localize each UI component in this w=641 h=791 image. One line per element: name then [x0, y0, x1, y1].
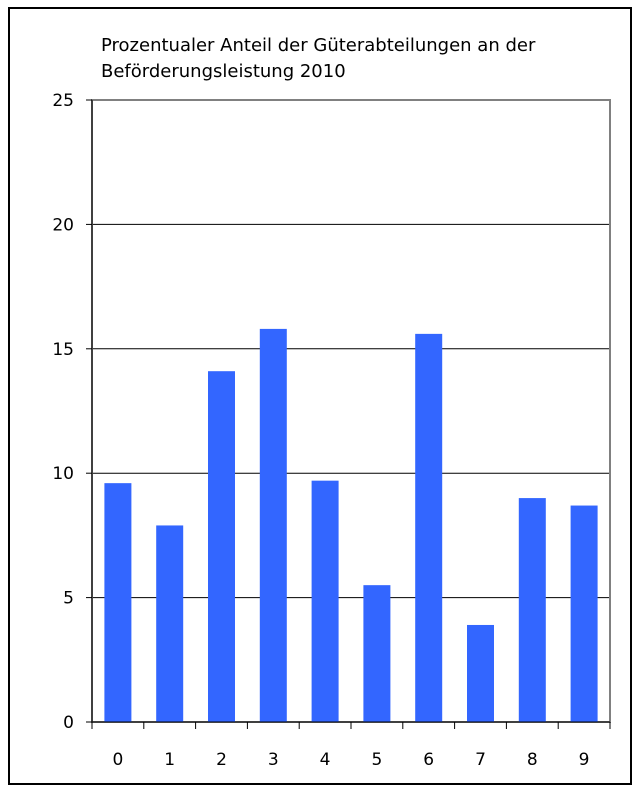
bar-0	[104, 483, 132, 722]
y-tick-label: 15	[52, 340, 74, 360]
bar-1	[156, 525, 184, 722]
bar-8	[518, 498, 546, 722]
x-tick-label: 9	[579, 750, 590, 770]
x-tick-label: 7	[475, 750, 486, 770]
y-tick-label: 5	[63, 589, 74, 609]
x-tick-label: 5	[371, 750, 382, 770]
y-tick-label: 0	[63, 713, 74, 733]
bar-2	[208, 371, 235, 722]
x-tick-label: 6	[423, 750, 434, 770]
bar-3	[259, 328, 287, 722]
bar-5	[363, 585, 391, 722]
y-tick-labels: 0 5 10 15 20 25	[52, 91, 92, 733]
x-tick-label: 1	[164, 750, 175, 770]
x-tick-label: 8	[527, 750, 538, 770]
x-tick-label: 2	[216, 750, 227, 770]
x-tick-label: 4	[320, 750, 331, 770]
bars	[104, 328, 598, 722]
y-tick-label: 10	[52, 464, 74, 484]
bar-6	[415, 333, 443, 722]
x-tick-labels: 0 1 2 3 4 5 6 7 8 9	[91, 722, 611, 770]
chart-title: Prozentualer Anteil der Güterabteilungen…	[101, 35, 536, 82]
y-tick-label: 20	[52, 215, 74, 235]
bar-4	[311, 480, 339, 722]
x-tick-label: 3	[268, 750, 279, 770]
x-tick-label: 0	[112, 750, 123, 770]
bar-7	[467, 624, 494, 722]
y-tick-label: 25	[52, 91, 74, 111]
bar-9	[570, 505, 598, 722]
